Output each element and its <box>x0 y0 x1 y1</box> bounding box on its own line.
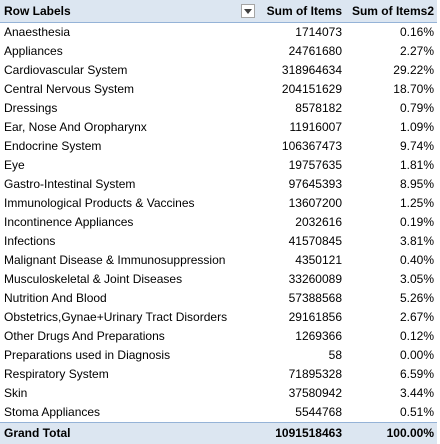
row-label-cell[interactable]: Immunological Products & Vaccines <box>0 194 260 213</box>
row-label-cell[interactable]: Musculoskeletal & Joint Diseases <box>0 270 260 289</box>
row-label-cell[interactable]: Nutrition And Blood <box>0 289 260 308</box>
sum-items-cell[interactable]: 8578182 <box>260 99 345 118</box>
sum-items2-cell[interactable]: 1.81% <box>345 156 437 175</box>
sum-items-cell[interactable]: 24761680 <box>260 42 345 61</box>
sum-items2-cell[interactable]: 0.19% <box>345 213 437 232</box>
row-label-cell[interactable]: Incontinence Appliances <box>0 213 260 232</box>
sum-items-cell[interactable]: 33260089 <box>260 270 345 289</box>
sum-items-cell[interactable]: 4350121 <box>260 251 345 270</box>
sum-items-cell[interactable]: 29161856 <box>260 308 345 327</box>
row-label-cell[interactable]: Stoma Appliances <box>0 403 260 423</box>
sum-items-cell[interactable]: 2032616 <box>260 213 345 232</box>
sum-items2-cell[interactable]: 5.26% <box>345 289 437 308</box>
row-label-cell[interactable]: Gastro-Intestinal System <box>0 175 260 194</box>
sum-items2-cell[interactable]: 0.00% <box>345 346 437 365</box>
row-label-cell[interactable]: Skin <box>0 384 260 403</box>
sum-items2-cell[interactable]: 9.74% <box>345 137 437 156</box>
sum-items-cell[interactable]: 11916007 <box>260 118 345 137</box>
sum-items2-cell[interactable]: 29.22% <box>345 61 437 80</box>
sum-items2-cell[interactable]: 1.25% <box>345 194 437 213</box>
sum-items-cell[interactable]: 1714073 <box>260 23 345 43</box>
sum-items-cell[interactable]: 19757635 <box>260 156 345 175</box>
sum-items2-cell[interactable]: 18.70% <box>345 80 437 99</box>
sum-items-cell[interactable]: 41570845 <box>260 232 345 251</box>
dropdown-arrow-icon[interactable] <box>241 4 255 18</box>
grand-total-label[interactable]: Grand Total <box>0 423 260 444</box>
sum-items2-cell[interactable]: 0.12% <box>345 327 437 346</box>
sum-items2-cell[interactable]: 0.16% <box>345 23 437 43</box>
sum-items2-cell[interactable]: 6.59% <box>345 365 437 384</box>
grand-total-items2[interactable]: 100.00% <box>345 423 437 444</box>
sum-items-cell[interactable]: 97645393 <box>260 175 345 194</box>
sum-items-header[interactable]: Sum of Items <box>260 0 345 23</box>
pivot-header-row: Row Labels Sum of Items Sum of Items2 <box>0 0 437 23</box>
sum-items2-cell[interactable]: 8.95% <box>345 175 437 194</box>
sum-items-cell[interactable]: 57388568 <box>260 289 345 308</box>
row-label-cell[interactable]: Appliances <box>0 42 260 61</box>
sum-items2-cell[interactable]: 3.44% <box>345 384 437 403</box>
row-label-cell[interactable]: Ear, Nose And Oropharynx <box>0 118 260 137</box>
sum-items2-cell[interactable]: 0.51% <box>345 403 437 423</box>
sum-items-cell[interactable]: 58 <box>260 346 345 365</box>
sum-items2-cell[interactable]: 3.81% <box>345 232 437 251</box>
grand-total-items[interactable]: 1091518463 <box>260 423 345 444</box>
row-labels-header[interactable]: Row Labels <box>0 0 260 23</box>
table-row: Obstetrics,Gynae+Urinary Tract Disorders… <box>0 308 437 327</box>
row-label-cell[interactable]: Endocrine System <box>0 137 260 156</box>
sum-items-cell[interactable]: 71895328 <box>260 365 345 384</box>
sum-items2-cell[interactable]: 2.67% <box>345 308 437 327</box>
row-label-cell[interactable]: Infections <box>0 232 260 251</box>
sum-items-cell[interactable]: 106367473 <box>260 137 345 156</box>
row-label-cell[interactable]: Eye <box>0 156 260 175</box>
sum-items2-cell[interactable]: 0.79% <box>345 99 437 118</box>
row-label-cell[interactable]: Other Drugs And Preparations <box>0 327 260 346</box>
row-labels-header-text: Row Labels <box>4 0 71 22</box>
row-label-cell[interactable]: Dressings <box>0 99 260 118</box>
sum-items-cell[interactable]: 1269366 <box>260 327 345 346</box>
row-label-cell[interactable]: Obstetrics,Gynae+Urinary Tract Disorders <box>0 308 260 327</box>
row-label-cell[interactable]: Preparations used in Diagnosis <box>0 346 260 365</box>
sum-items-cell[interactable]: 5544768 <box>260 403 345 423</box>
sum-items2-cell[interactable]: 3.05% <box>345 270 437 289</box>
sum-items2-header[interactable]: Sum of Items2 <box>345 0 437 23</box>
sum-items-cell[interactable]: 37580942 <box>260 384 345 403</box>
row-label-cell[interactable]: Respiratory System <box>0 365 260 384</box>
row-label-cell[interactable]: Central Nervous System <box>0 80 260 99</box>
row-label-cell[interactable]: Cardiovascular System <box>0 61 260 80</box>
row-label-cell[interactable]: Anaesthesia <box>0 23 260 43</box>
sum-items-cell[interactable]: 13607200 <box>260 194 345 213</box>
sum-items2-cell[interactable]: 0.40% <box>345 251 437 270</box>
grand-total-row: Grand Total 1091518463 100.00% <box>0 423 437 444</box>
sum-items2-cell[interactable]: 1.09% <box>345 118 437 137</box>
row-label-cell[interactable]: Malignant Disease & Immunosuppression <box>0 251 260 270</box>
sum-items-cell[interactable]: 318964634 <box>260 61 345 80</box>
sum-items-cell[interactable]: 204151629 <box>260 80 345 99</box>
sum-items2-cell[interactable]: 2.27% <box>345 42 437 61</box>
